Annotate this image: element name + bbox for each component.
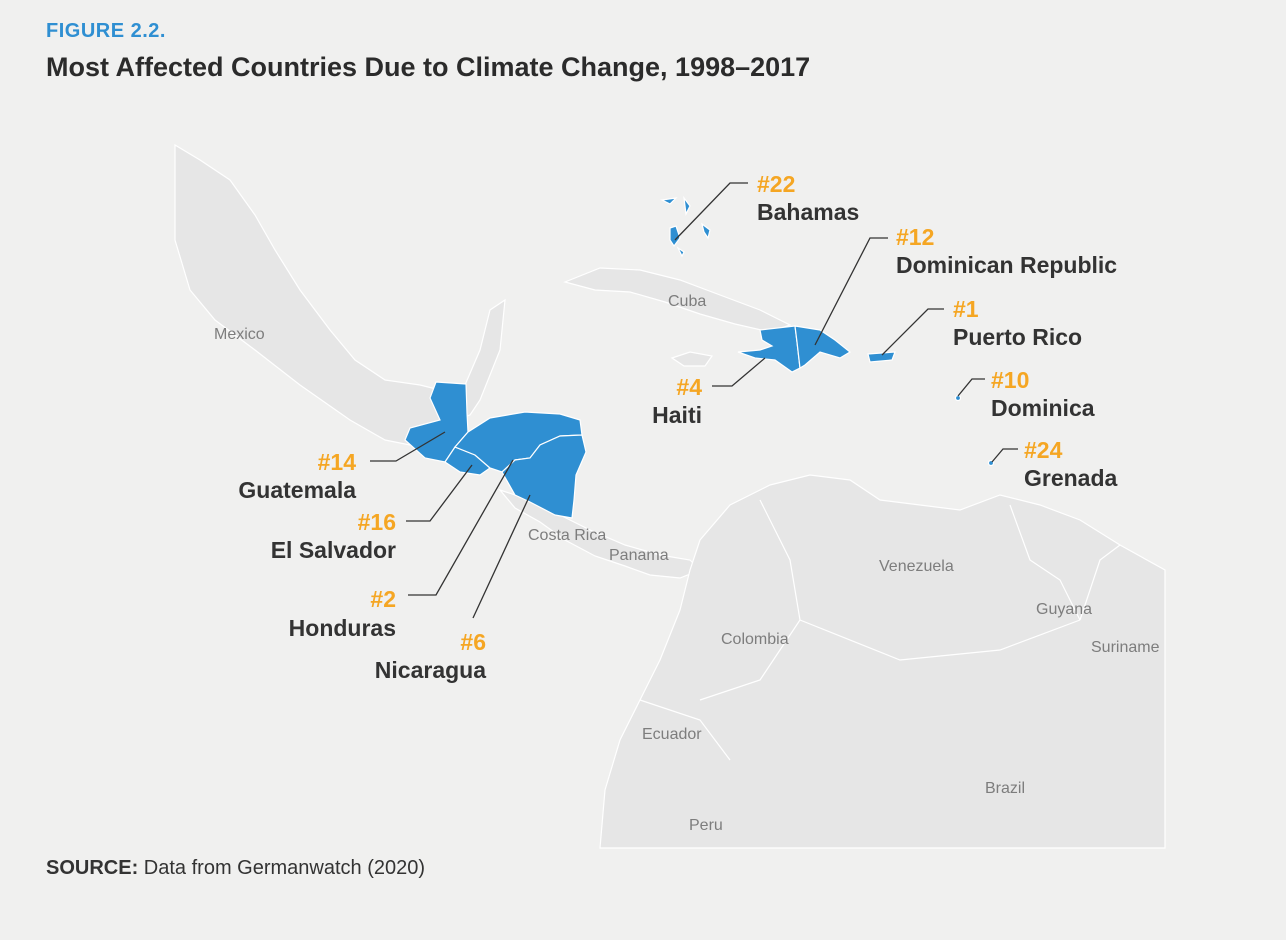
label-mexico: Mexico xyxy=(214,326,265,343)
label-cuba: Cuba xyxy=(668,293,706,310)
rank-dominican-republic: #12 xyxy=(896,224,934,250)
source-text: Data from Germanwatch (2020) xyxy=(143,857,426,879)
name-guatemala: Guatemala xyxy=(238,477,356,503)
country-haiti xyxy=(737,325,801,373)
leader-honduras xyxy=(408,459,514,596)
name-dominica: Dominica xyxy=(991,395,1095,421)
rank-el-salvador: #16 xyxy=(358,509,396,535)
country-dominica xyxy=(954,394,962,402)
source-note: SOURCE: Data from Germanwatch (2020) xyxy=(46,857,425,880)
land-mexico xyxy=(174,143,506,446)
leader-puerto-rico xyxy=(881,308,944,356)
name-el-salvador: El Salvador xyxy=(271,537,396,563)
country-bahamas xyxy=(660,195,711,258)
rank-guatemala: #14 xyxy=(318,449,357,475)
leader-bahamas xyxy=(674,182,748,241)
leader-el-salvador xyxy=(406,464,473,522)
source-prefix: SOURCE: xyxy=(46,857,139,879)
country-dominican-republic xyxy=(794,325,852,369)
leader-dominica xyxy=(957,378,985,397)
rank-puerto-rico: #1 xyxy=(953,296,979,322)
land-jamaica xyxy=(670,351,714,367)
label-guyana: Guyana xyxy=(1036,601,1092,618)
label-costa-rica: Costa Rica xyxy=(528,527,606,544)
name-honduras: Honduras xyxy=(289,615,396,641)
figure-label: FIGURE 2.2. xyxy=(46,20,166,42)
label-brazil: Brazil xyxy=(985,780,1025,797)
rank-haiti: #4 xyxy=(676,374,702,400)
name-puerto-rico: Puerto Rico xyxy=(953,324,1082,350)
label-suriname: Suriname xyxy=(1091,639,1160,656)
label-peru: Peru xyxy=(689,817,723,834)
country-puerto-rico xyxy=(867,351,896,363)
name-dominican-republic: Dominican Republic xyxy=(896,252,1117,278)
land-south-america xyxy=(599,474,1166,849)
label-colombia: Colombia xyxy=(721,631,789,648)
name-haiti: Haiti xyxy=(652,402,702,428)
label-venezuela: Venezuela xyxy=(879,558,954,575)
leader-nicaragua xyxy=(472,494,531,619)
leader-guatemala xyxy=(370,431,446,462)
leader-dominican-republic xyxy=(814,237,888,346)
name-bahamas: Bahamas xyxy=(757,199,859,225)
rank-grenada: #24 xyxy=(1024,437,1063,463)
name-grenada: Grenada xyxy=(1024,465,1118,491)
rank-bahamas: #22 xyxy=(757,171,795,197)
leader-haiti xyxy=(712,357,766,387)
rank-dominica: #10 xyxy=(991,367,1029,393)
country-guatemala xyxy=(404,381,469,463)
label-ecuador: Ecuador xyxy=(642,726,702,743)
leader-grenada xyxy=(991,448,1018,463)
label-panama: Panama xyxy=(609,547,669,564)
country-nicaragua xyxy=(501,434,587,519)
figure-title: Most Affected Countries Due to Climate C… xyxy=(46,52,811,82)
name-nicaragua: Nicaragua xyxy=(375,657,486,683)
rank-honduras: #2 xyxy=(370,586,396,612)
rank-nicaragua: #6 xyxy=(460,629,486,655)
